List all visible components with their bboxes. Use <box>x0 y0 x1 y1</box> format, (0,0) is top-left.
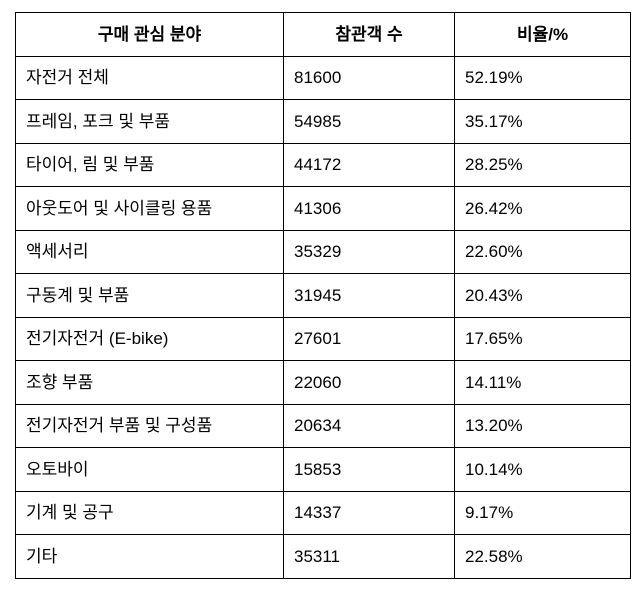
table-row: 전기자전거 부품 및 구성품 20634 13.20% <box>15 403 631 448</box>
cell-ratio: 17.65% <box>454 316 631 361</box>
table-row: 오토바이 15853 10.14% <box>15 447 631 492</box>
table-row: 자전거 전체 81600 52.19% <box>15 55 631 100</box>
cell-visitors: 20634 <box>283 403 455 448</box>
cell-category: 오토바이 <box>15 447 284 492</box>
cell-ratio: 22.58% <box>454 534 631 579</box>
cell-visitors: 15853 <box>283 447 455 492</box>
cell-ratio: 20.43% <box>454 273 631 318</box>
table-row: 타이어, 림 및 부품 44172 28.25% <box>15 142 631 187</box>
cell-visitors: 44172 <box>283 142 455 187</box>
cell-category: 기타 <box>15 534 284 579</box>
cell-ratio: 52.19% <box>454 55 631 100</box>
cell-category: 구동계 및 부품 <box>15 273 284 318</box>
cell-ratio: 26.42% <box>454 186 631 231</box>
header-cell-visitors: 참관객 수 <box>283 12 455 57</box>
cell-category: 기계 및 공구 <box>15 490 284 535</box>
cell-category: 전기자전거 (E-bike) <box>15 316 284 361</box>
cell-ratio: 35.17% <box>454 99 631 144</box>
table-row: 전기자전거 (E-bike) 27601 17.65% <box>15 316 631 361</box>
table-row: 기계 및 공구 14337 9.17% <box>15 490 631 535</box>
cell-category: 자전거 전체 <box>15 55 284 100</box>
cell-visitors: 27601 <box>283 316 455 361</box>
header-cell-category: 구매 관심 분야 <box>15 12 284 57</box>
cell-category: 프레임, 포크 및 부품 <box>15 99 284 144</box>
cell-ratio: 22.60% <box>454 229 631 274</box>
header-cell-ratio: 비율/% <box>454 12 631 57</box>
cell-ratio: 28.25% <box>454 142 631 187</box>
table-row: 조향 부품 22060 14.11% <box>15 360 631 405</box>
cell-category: 액세서리 <box>15 229 284 274</box>
table-header-row: 구매 관심 분야 참관객 수 비율/% <box>15 12 631 57</box>
cell-visitors: 35311 <box>283 534 455 579</box>
cell-visitors: 14337 <box>283 490 455 535</box>
cell-ratio: 9.17% <box>454 490 631 535</box>
cell-ratio: 10.14% <box>454 447 631 492</box>
cell-category: 아웃도어 및 사이클링 용품 <box>15 186 284 231</box>
cell-ratio: 13.20% <box>454 403 631 448</box>
table-row: 기타 35311 22.58% <box>15 534 631 579</box>
cell-visitors: 81600 <box>283 55 455 100</box>
cell-ratio: 14.11% <box>454 360 631 405</box>
cell-category: 조향 부품 <box>15 360 284 405</box>
cell-category: 타이어, 림 및 부품 <box>15 142 284 187</box>
cell-visitors: 31945 <box>283 273 455 318</box>
table-row: 구동계 및 부품 31945 20.43% <box>15 273 631 318</box>
table-row: 프레임, 포크 및 부품 54985 35.17% <box>15 99 631 144</box>
purchase-interest-table: 구매 관심 분야 참관객 수 비율/% 자전거 전체 81600 52.19% … <box>15 12 631 579</box>
cell-category: 전기자전거 부품 및 구성품 <box>15 403 284 448</box>
cell-visitors: 22060 <box>283 360 455 405</box>
cell-visitors: 41306 <box>283 186 455 231</box>
table-row: 아웃도어 및 사이클링 용품 41306 26.42% <box>15 186 631 231</box>
table-row: 액세서리 35329 22.60% <box>15 229 631 274</box>
cell-visitors: 35329 <box>283 229 455 274</box>
cell-visitors: 54985 <box>283 99 455 144</box>
